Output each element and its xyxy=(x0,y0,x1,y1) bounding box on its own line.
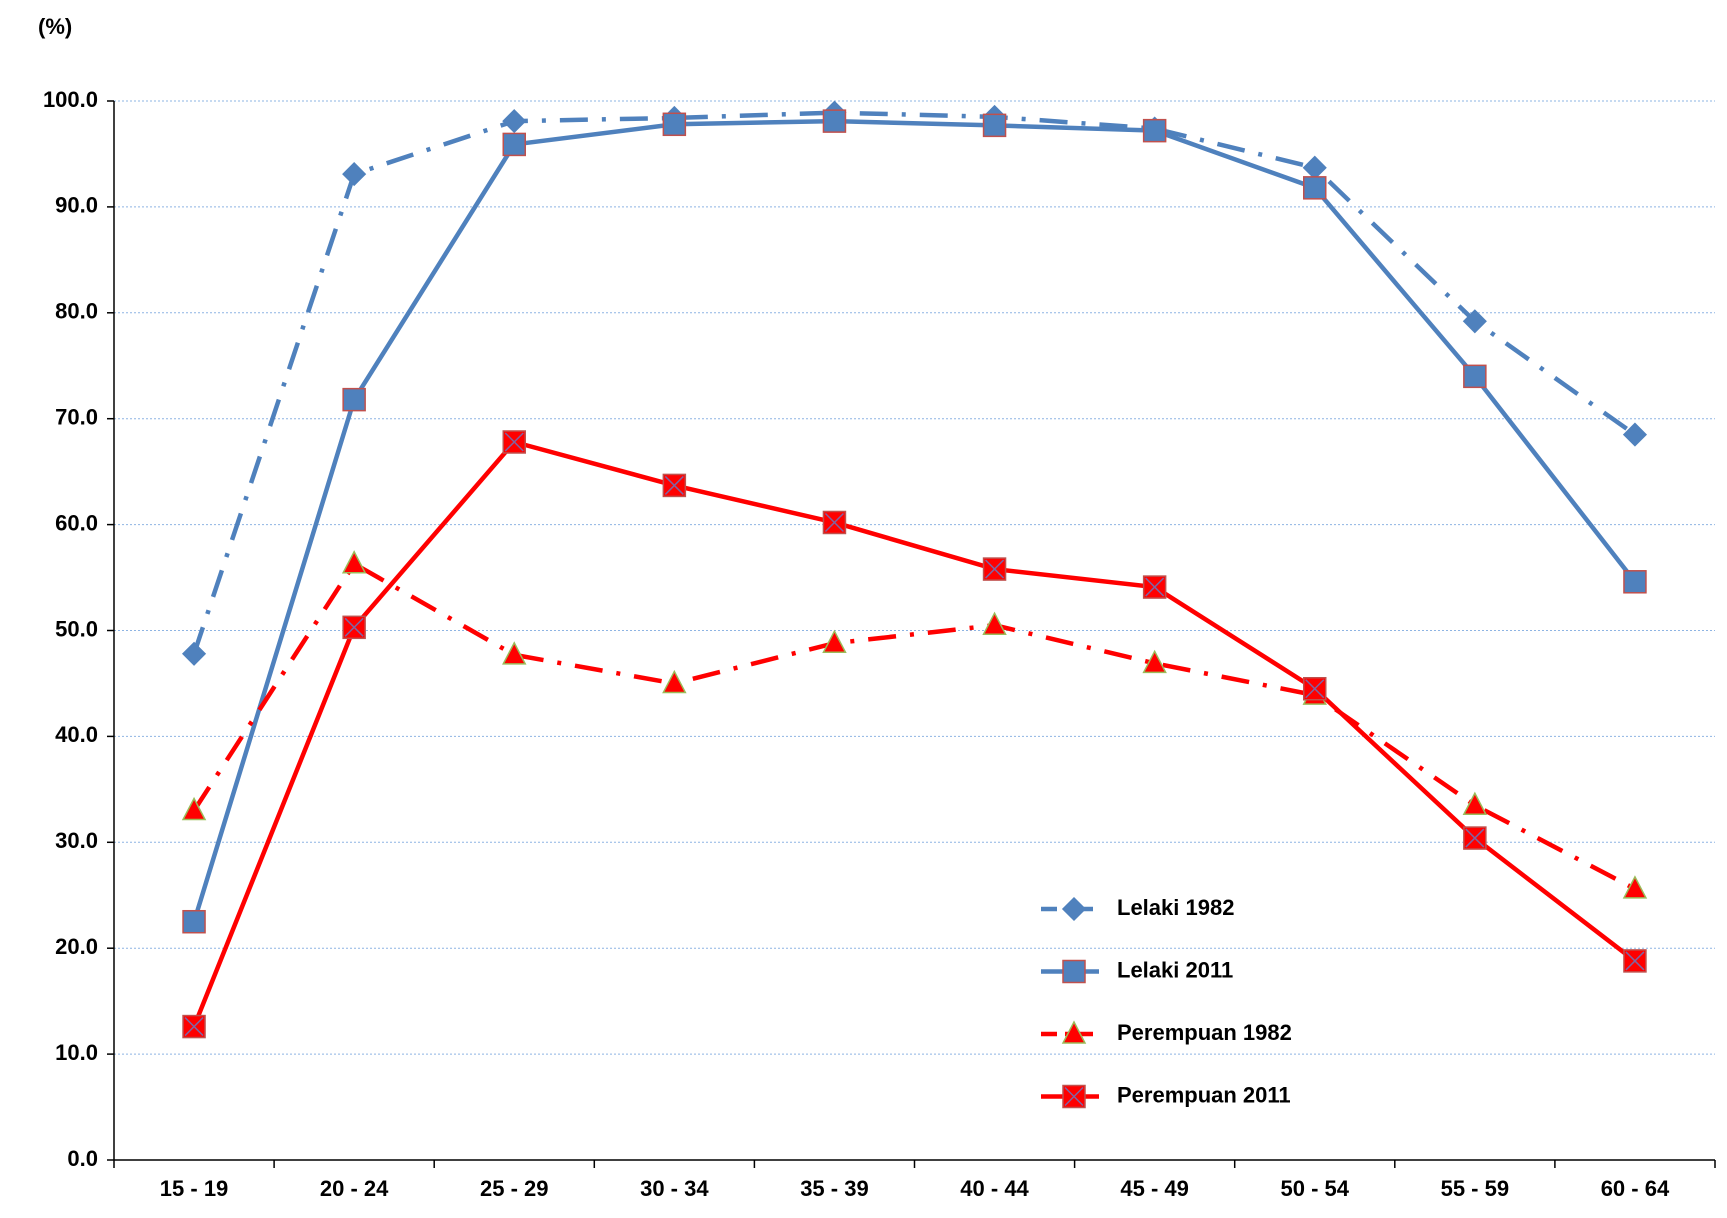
marker-square xyxy=(182,909,206,934)
x-tick-label: 15 - 19 xyxy=(160,1176,229,1201)
marker xyxy=(822,510,847,535)
marker-square xyxy=(1142,118,1167,143)
marker xyxy=(1061,896,1087,922)
marker xyxy=(182,1014,206,1039)
series-line xyxy=(191,439,1637,1028)
marker xyxy=(982,113,1007,138)
marker xyxy=(1142,575,1167,599)
legend-label: Perempuan 1982 xyxy=(1117,1020,1292,1045)
marker xyxy=(1463,826,1487,850)
y-tick-label: 70.0 xyxy=(55,405,98,430)
y-tick-label: 0.0 xyxy=(67,1146,98,1171)
marker-cross xyxy=(824,512,844,533)
marker-square xyxy=(1062,959,1086,984)
marker xyxy=(1623,570,1647,594)
marker xyxy=(1303,676,1327,701)
marker-square xyxy=(502,132,526,157)
legend-label: Lelaki 1982 xyxy=(1117,895,1234,920)
series-line xyxy=(191,110,1637,655)
marker xyxy=(1622,875,1648,899)
marker xyxy=(1463,364,1487,389)
marker-cross xyxy=(1625,951,1645,971)
marker xyxy=(1622,422,1648,447)
x-tick-label: 20 - 24 xyxy=(320,1176,389,1201)
marker xyxy=(662,669,687,694)
marker xyxy=(342,162,367,187)
legend-label: Perempuan 2011 xyxy=(1117,1082,1291,1107)
marker xyxy=(182,909,206,934)
marker xyxy=(1062,959,1086,984)
marker xyxy=(1302,155,1327,180)
series-line xyxy=(191,118,1637,923)
marker-square xyxy=(662,112,687,137)
marker xyxy=(181,796,207,821)
marker-square xyxy=(1623,570,1647,594)
y-tick-label: 80.0 xyxy=(55,299,98,324)
y-tick-label: 50.0 xyxy=(55,616,98,641)
marker xyxy=(502,430,526,454)
marker-cross xyxy=(184,1017,204,1037)
x-tick-label: 45 - 49 xyxy=(1120,1176,1189,1201)
marker-square xyxy=(982,113,1007,138)
marker xyxy=(502,109,527,134)
marker xyxy=(1142,649,1167,674)
x-tick-label: 60 - 64 xyxy=(1601,1176,1670,1201)
x-tick-label: 50 - 54 xyxy=(1281,1176,1350,1201)
marker-cross xyxy=(504,432,524,452)
marker xyxy=(1142,118,1167,143)
marker-square xyxy=(1303,176,1327,200)
marker-cross xyxy=(1145,577,1165,597)
marker xyxy=(1303,176,1327,200)
marker-square xyxy=(342,387,366,412)
marker-square xyxy=(1463,364,1487,389)
marker-cross xyxy=(664,475,684,495)
marker-cross xyxy=(344,617,364,637)
marker xyxy=(181,641,207,666)
marker xyxy=(342,387,366,412)
marker-cross xyxy=(1064,1086,1084,1107)
marker xyxy=(342,615,366,640)
y-axis-label: (%) xyxy=(38,14,72,39)
marker xyxy=(982,611,1007,635)
y-tick-label: 20.0 xyxy=(55,934,98,959)
legend-label: Lelaki 2011 xyxy=(1117,957,1233,982)
x-tick-label: 35 - 39 xyxy=(800,1176,869,1201)
marker xyxy=(662,112,687,137)
marker xyxy=(982,557,1007,581)
x-tick-label: 25 - 29 xyxy=(480,1176,549,1201)
marker xyxy=(1462,309,1487,334)
marker xyxy=(822,629,847,653)
marker xyxy=(1061,1020,1087,1044)
marker xyxy=(502,641,527,665)
x-tick-label: 40 - 44 xyxy=(960,1176,1029,1201)
marker-cross xyxy=(1465,828,1485,848)
y-tick-label: 40.0 xyxy=(55,722,98,747)
marker xyxy=(1623,949,1647,973)
y-tick-label: 100.0 xyxy=(43,87,98,112)
marker-cross xyxy=(985,559,1005,579)
marker xyxy=(662,473,687,498)
marker-square xyxy=(822,109,847,133)
marker xyxy=(822,109,847,133)
marker xyxy=(341,550,367,574)
y-tick-label: 30.0 xyxy=(55,828,98,853)
y-tick-label: 60.0 xyxy=(55,510,98,535)
series-line xyxy=(192,560,1636,891)
x-tick-label: 30 - 34 xyxy=(640,1176,709,1201)
y-tick-label: 10.0 xyxy=(55,1040,98,1065)
y-tick-label: 90.0 xyxy=(55,193,98,218)
marker xyxy=(502,132,526,157)
marker xyxy=(1462,791,1488,815)
marker xyxy=(1062,1084,1086,1109)
x-tick-label: 55 - 59 xyxy=(1441,1176,1510,1201)
marker-cross xyxy=(1305,679,1325,699)
